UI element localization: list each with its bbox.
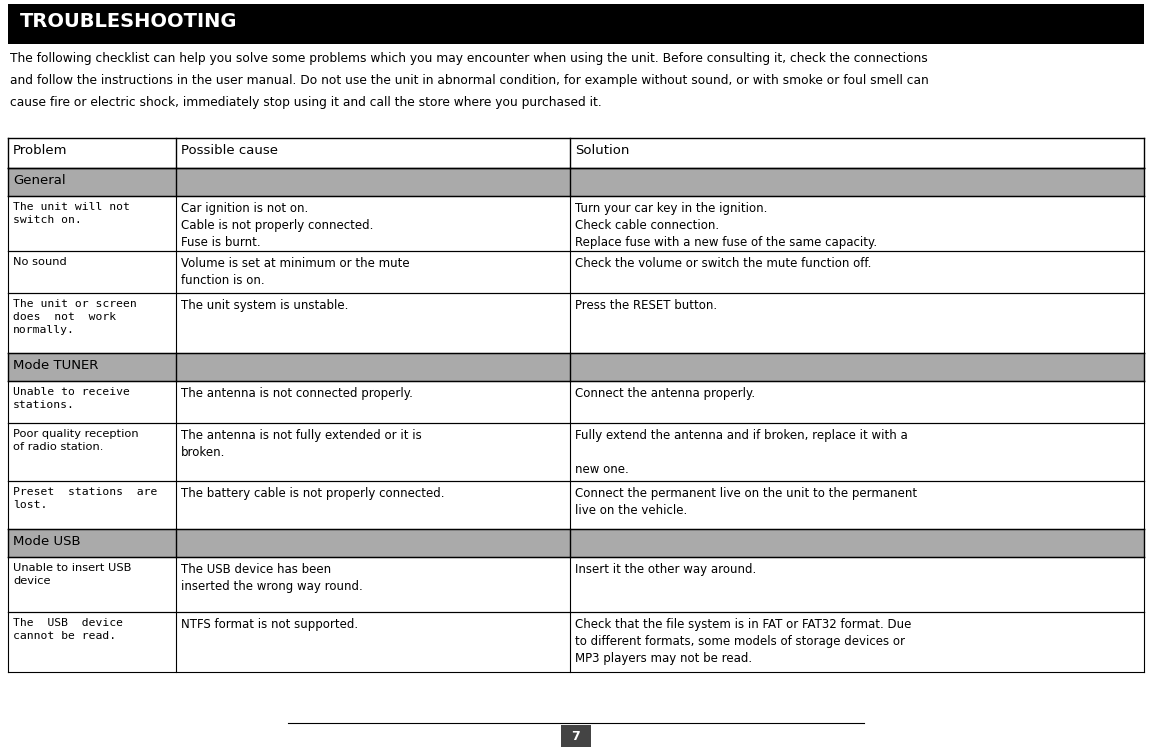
Text: Mode TUNER: Mode TUNER — [13, 359, 98, 372]
Bar — [8, 481, 1144, 529]
Text: Connect the antenna properly.: Connect the antenna properly. — [575, 387, 756, 400]
Text: Fully extend the antenna and if broken, replace it with a

new one.: Fully extend the antenna and if broken, … — [575, 429, 908, 476]
Bar — [8, 612, 1144, 672]
Text: The unit or screen
does  not  work
normally.: The unit or screen does not work normall… — [13, 299, 137, 335]
Text: Check that the file system is in FAT or FAT32 format. Due
to different formats, : Check that the file system is in FAT or … — [575, 618, 911, 665]
Text: The unit system is unstable.: The unit system is unstable. — [181, 299, 349, 312]
Text: Possible cause: Possible cause — [181, 144, 278, 157]
Text: Car ignition is not on.
Cable is not properly connected.
Fuse is burnt.: Car ignition is not on. Cable is not pro… — [181, 202, 373, 249]
Text: Mode USB: Mode USB — [13, 535, 81, 548]
Bar — [561, 725, 591, 747]
Bar — [8, 4, 1144, 44]
Text: General: General — [13, 174, 66, 187]
Text: cause fire or electric shock, immediately stop using it and call the store where: cause fire or electric shock, immediatel… — [10, 96, 601, 109]
Text: The USB device has been
inserted the wrong way round.: The USB device has been inserted the wro… — [181, 563, 363, 593]
Bar — [8, 138, 1144, 168]
Bar — [8, 529, 1144, 557]
Text: The antenna is not fully extended or it is
broken.: The antenna is not fully extended or it … — [181, 429, 422, 459]
Text: and follow the instructions in the user manual. Do not use the unit in abnormal : and follow the instructions in the user … — [10, 74, 929, 87]
Text: The battery cable is not properly connected.: The battery cable is not properly connec… — [181, 487, 445, 500]
Text: Preset  stations  are
lost.: Preset stations are lost. — [13, 487, 158, 510]
Text: Volume is set at minimum or the mute
function is on.: Volume is set at minimum or the mute fun… — [181, 257, 410, 287]
Text: The following checklist can help you solve some problems which you may encounter: The following checklist can help you sol… — [10, 52, 927, 65]
Text: The  USB  device
cannot be read.: The USB device cannot be read. — [13, 618, 123, 641]
Bar — [8, 293, 1144, 353]
Text: 7: 7 — [571, 729, 581, 742]
Text: No sound: No sound — [13, 257, 67, 267]
Text: Poor quality reception
of radio station.: Poor quality reception of radio station. — [13, 429, 138, 452]
Text: TROUBLESHOOTING: TROUBLESHOOTING — [20, 12, 237, 31]
Text: Check the volume or switch the mute function off.: Check the volume or switch the mute func… — [575, 257, 872, 270]
Bar — [8, 557, 1144, 612]
Bar — [8, 196, 1144, 251]
Text: Problem: Problem — [13, 144, 68, 157]
Text: Unable to insert USB
device: Unable to insert USB device — [13, 563, 131, 586]
Text: Insert it the other way around.: Insert it the other way around. — [575, 563, 757, 576]
Text: Connect the permanent live on the unit to the permanent
live on the vehicle.: Connect the permanent live on the unit t… — [575, 487, 917, 517]
Bar — [8, 251, 1144, 293]
Bar — [8, 381, 1144, 423]
Text: Solution: Solution — [575, 144, 630, 157]
Text: Press the RESET button.: Press the RESET button. — [575, 299, 718, 312]
Text: Unable to receive
stations.: Unable to receive stations. — [13, 387, 130, 410]
Text: The antenna is not connected properly.: The antenna is not connected properly. — [181, 387, 414, 400]
Bar — [8, 353, 1144, 381]
Bar — [8, 423, 1144, 481]
Text: NTFS format is not supported.: NTFS format is not supported. — [181, 618, 358, 631]
Bar — [8, 168, 1144, 196]
Text: The unit will not
switch on.: The unit will not switch on. — [13, 202, 130, 225]
Text: Turn your car key in the ignition.
Check cable connection.
Replace fuse with a n: Turn your car key in the ignition. Check… — [575, 202, 878, 249]
